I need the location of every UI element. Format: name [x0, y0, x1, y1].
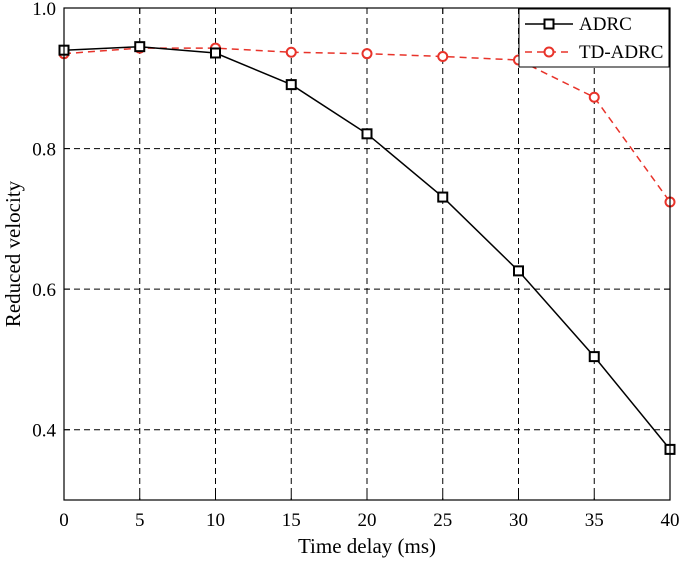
data-point-adrc — [437, 191, 449, 203]
y-tick-label: 0.4 — [32, 421, 56, 442]
x-tick-label: 15 — [282, 510, 301, 531]
legend-marker-adrc — [543, 18, 555, 30]
y-tick-label: 1.0 — [32, 0, 56, 20]
data-point-td-adrc — [361, 48, 373, 60]
data-point-td-adrc — [285, 46, 297, 58]
x-tick-label: 35 — [585, 510, 604, 531]
data-point-td-adrc — [588, 91, 600, 103]
y-tick-label: 0.8 — [32, 140, 56, 161]
data-point-adrc — [588, 351, 600, 363]
legend-marker-td-adrc — [543, 46, 555, 58]
grid-lines — [64, 8, 670, 500]
data-point-adrc — [210, 47, 221, 59]
x-tick-label: 25 — [433, 510, 452, 531]
legend-label-adrc: ADRC — [579, 14, 632, 35]
x-tick-label: 5 — [135, 510, 145, 531]
legend-label-td-adrc: TD-ADRC — [579, 42, 663, 63]
x-tick-label: 10 — [206, 510, 225, 531]
data-point-adrc — [361, 128, 373, 140]
x-tick-label: 40 — [661, 510, 680, 531]
legend: ADRC TD-ADRC — [518, 8, 670, 68]
x-tick-label: 30 — [509, 510, 528, 531]
x-tick-label: 0 — [59, 510, 69, 531]
data-point-adrc — [285, 79, 297, 91]
x-tick-label: 20 — [358, 510, 377, 531]
data-point-adrc — [513, 265, 524, 277]
tick-layer: 0 5 10 15 20 25 30 35 40 0.4 0.6 0.8 1.0 — [32, 0, 679, 531]
x-axis-label: Time delay (ms) — [298, 534, 436, 558]
data-point-adrc — [134, 41, 146, 53]
y-tick-label: 0.6 — [32, 280, 56, 301]
y-axis-label: Reduced velocity — [1, 180, 25, 327]
data-point-td-adrc — [437, 50, 449, 62]
